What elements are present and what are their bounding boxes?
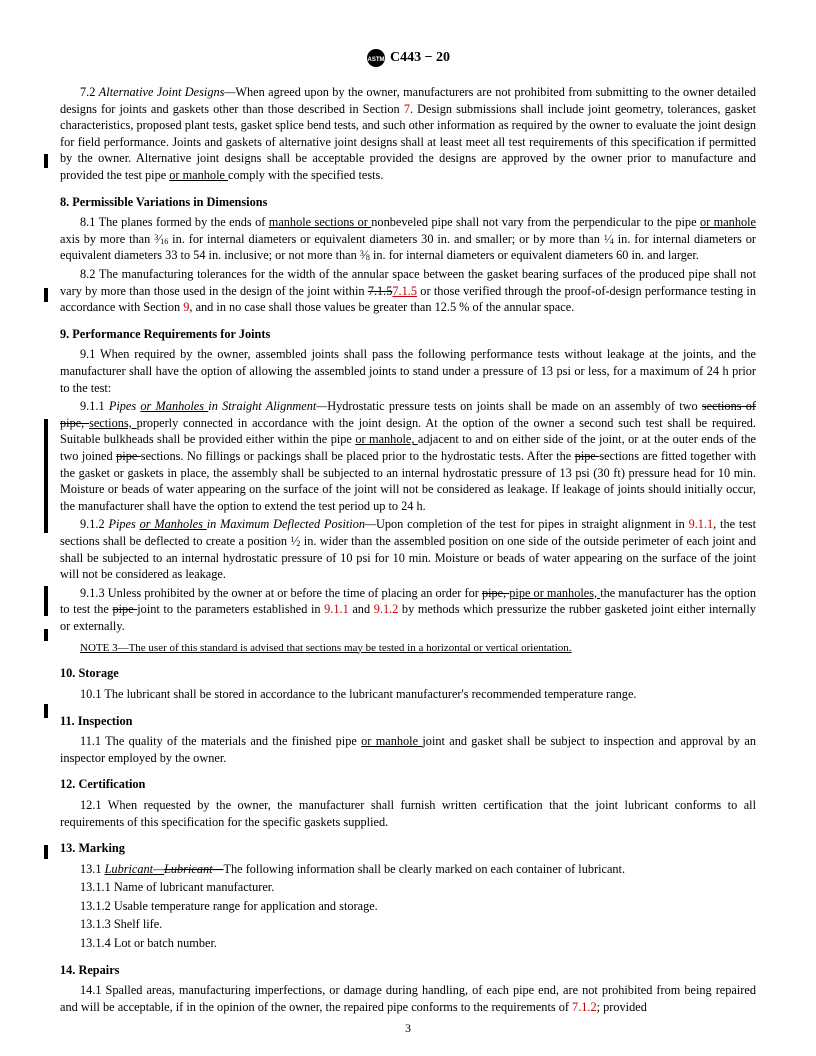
- para-13-1-3: 13.1.3 Shelf life.: [60, 916, 756, 933]
- note-3: NOTE 3—The user of this standard is advi…: [60, 641, 756, 656]
- ref-9-1-1[interactable]: 9.1.1: [689, 517, 714, 531]
- para-13-1: 13.1 Lubricant—Lubricant—The following i…: [60, 861, 756, 878]
- ref-9-1-1[interactable]: 9.1.1: [324, 602, 349, 616]
- change-bar: [44, 288, 48, 302]
- para-8-2: 8.2 The manufacturing tolerances for the…: [60, 266, 756, 316]
- section-11-title: 11. Inspection: [60, 713, 756, 730]
- deleted-text: pipe: [116, 449, 141, 463]
- deleted-text: pipe,: [482, 586, 509, 600]
- page-number: 3: [0, 1021, 816, 1036]
- section-14-title: 14. Repairs: [60, 962, 756, 979]
- deleted-text: pipe: [575, 449, 600, 463]
- para-13-1-2: 13.1.2 Usable temperature range for appl…: [60, 898, 756, 915]
- para-7-2: 7.2 Alternative Joint Designs—When agree…: [60, 84, 756, 184]
- change-bar: [44, 419, 48, 519]
- inserted-text: Lubricant—: [105, 862, 164, 876]
- inserted-text: or Manholes: [140, 399, 208, 413]
- change-bar: [44, 519, 48, 533]
- inserted-text: or manhole: [169, 168, 228, 182]
- change-bar: [44, 704, 48, 718]
- inserted-text: pipe or manholes,: [509, 586, 600, 600]
- para-13-1-4: 13.1.4 Lot or batch number.: [60, 935, 756, 952]
- inserted-text: sections,: [89, 416, 137, 430]
- inserted-text: or manhole: [361, 734, 422, 748]
- para-13-1-1: 13.1.1 Name of lubricant manufacturer.: [60, 879, 756, 896]
- inserted-text: or Manholes: [140, 517, 207, 531]
- inserted-text: or manhole,: [355, 432, 418, 446]
- para-9-1-2: 9.1.2 Pipes or Manholes in Maximum Defle…: [60, 516, 756, 582]
- para-10-1: 10.1 The lubricant shall be stored in ac…: [60, 686, 756, 703]
- change-bar: [44, 154, 48, 168]
- ref-7-1-2[interactable]: 7.1.2: [572, 1000, 597, 1014]
- page-body: ASTM C443 − 20 7.2 Alternative Joint Des…: [0, 0, 816, 1047]
- designation: C443 − 20: [390, 50, 450, 65]
- astm-logo-icon: ASTM: [366, 48, 386, 68]
- para-12-1: 12.1 When requested by the owner, the ma…: [60, 797, 756, 830]
- section-9-title: 9. Performance Requirements for Joints: [60, 326, 756, 343]
- deleted-text: 7.1.5: [368, 284, 393, 298]
- deleted-text: Lubricant—: [164, 862, 223, 876]
- inserted-text: manhole sections or: [269, 215, 372, 229]
- para-14-1: 14.1 Spalled areas, manufacturing imperf…: [60, 982, 756, 1015]
- para-8-1: 8.1 The planes formed by the ends of man…: [60, 214, 756, 264]
- section-8-title: 8. Permissible Variations in Dimensions: [60, 194, 756, 211]
- para-9-1: 9.1 When required by the owner, assemble…: [60, 346, 756, 396]
- para-11-1: 11.1 The quality of the materials and th…: [60, 733, 756, 766]
- ref-9-1-2[interactable]: 9.1.2: [374, 602, 399, 616]
- page-header: ASTM C443 − 20: [60, 48, 756, 68]
- section-10-title: 10. Storage: [60, 665, 756, 682]
- para-9-1-1: 9.1.1 Pipes or Manholes in Straight Alig…: [60, 398, 756, 514]
- svg-text:ASTM: ASTM: [367, 57, 384, 63]
- section-12-title: 12. Certification: [60, 776, 756, 793]
- change-bar: [44, 629, 48, 641]
- change-bar: [44, 586, 48, 616]
- deleted-text: pipe: [112, 602, 137, 616]
- inserted-text: or manhole: [700, 215, 756, 229]
- ref-7-1-5[interactable]: 7.1.5: [392, 284, 417, 298]
- para-9-1-3: 9.1.3 Unless prohibited by the owner at …: [60, 585, 756, 635]
- change-bar: [44, 845, 48, 859]
- section-13-title: 13. Marking: [60, 840, 756, 857]
